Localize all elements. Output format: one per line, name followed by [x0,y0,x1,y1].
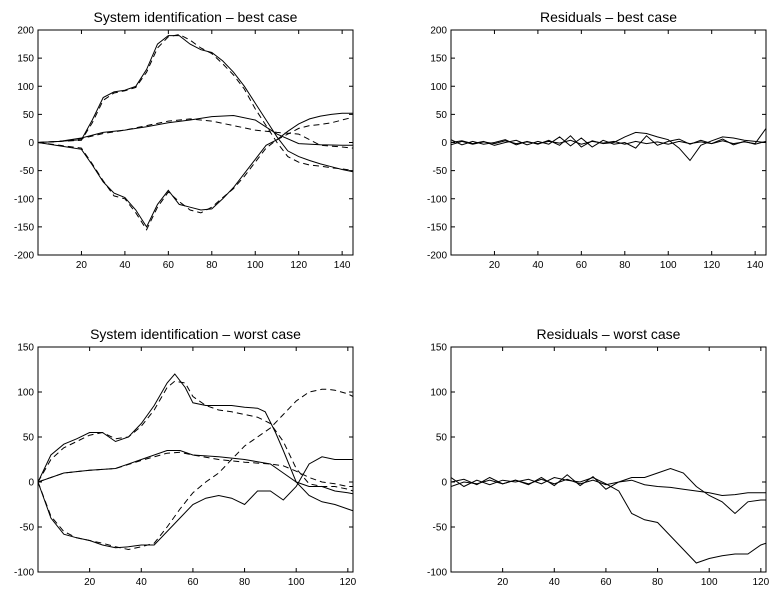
x-tick-label: 40 [136,577,148,588]
y-tick-label: -50 [433,166,448,177]
y-tick-label: -200 [14,251,34,262]
x-tick-label: 40 [549,577,561,588]
x-tick-label: 40 [532,260,544,271]
y-tick-label: 0 [28,478,34,489]
y-tick-label: 150 [17,343,34,354]
chart-system-identification-worst-case: System identification – worst case 20 40 60… [14,326,357,588]
x-tick-label: 20 [84,577,96,588]
y-tick-label: -100 [427,194,447,205]
y-tick-label: -100 [14,568,34,579]
series-line-4 [38,112,353,228]
x-tick-label: 120 [290,260,307,271]
series-line-0 [451,476,766,564]
y-tick-label: -50 [20,166,35,177]
series-line-5 [38,388,353,551]
x-tick-label: 40 [119,260,131,271]
y-tick-label: 0 [441,138,447,149]
series-line-0 [451,131,766,162]
chart-residuals-worst-case: Residuals – worst case 20 40 60 80 100 120 -100… [427,326,770,588]
y-tick-label: 150 [430,343,447,354]
x-tick-label: 60 [600,577,612,588]
y-tick-label: 100 [17,388,34,399]
plot-frame [450,346,767,573]
chart-residuals-best-case: Residuals – best case 20 40 60 80 100 120 140 -2… [427,9,767,271]
series-line-0 [38,373,353,512]
y-tick-label: 50 [23,433,35,444]
series-line-0 [38,35,353,173]
y-tick-label: -100 [427,568,447,579]
x-tick-label: 120 [752,577,769,588]
y-tick-label: 100 [17,82,34,93]
plot-frame [37,29,354,256]
y-tick-label: -150 [427,222,447,233]
x-tick-label: 20 [76,260,88,271]
y-tick-label: 100 [430,388,447,399]
series-line-3 [38,451,353,487]
x-tick-label: 20 [489,260,501,271]
y-tick-label: -150 [14,222,34,233]
x-tick-label: 100 [247,260,264,271]
y-tick-label: 100 [430,82,447,93]
x-tick-label: 80 [239,577,251,588]
x-tick-label: 140 [747,260,764,271]
plot-frame [37,346,354,573]
x-tick-label: 100 [701,577,718,588]
x-tick-label: 60 [187,577,199,588]
series-line-4 [38,456,353,549]
y-tick-label: -50 [433,523,448,534]
series-line-2 [451,478,766,497]
series-line-1 [38,33,353,172]
series-line-3 [38,118,353,149]
x-tick-label: 100 [660,260,677,271]
x-tick-label: 60 [163,260,175,271]
y-tick-label: 200 [17,26,34,37]
x-tick-label: 80 [619,260,631,271]
y-tick-label: -200 [427,251,447,262]
series-line-2 [451,128,766,146]
y-tick-label: 50 [23,110,35,121]
series-line-2 [38,114,353,146]
x-tick-label: 120 [703,260,720,271]
y-tick-label: 0 [28,138,34,149]
x-tick-label: 140 [334,260,351,271]
y-tick-label: -100 [14,194,34,205]
y-tick-label: -50 [20,523,35,534]
series-line-1 [451,467,766,515]
x-tick-label: 80 [652,577,664,588]
series-line-5 [38,116,353,231]
y-tick-label: 150 [430,54,447,65]
x-tick-label: 60 [576,260,588,271]
x-tick-label: 120 [339,577,356,588]
x-tick-label: 20 [497,577,509,588]
x-tick-label: 100 [288,577,305,588]
y-tick-label: 50 [436,110,448,121]
chart-title: Residuals – best case [540,9,677,25]
x-tick-label: 80 [206,260,218,271]
series-line-1 [38,380,353,492]
chart-system-identification-best-case: System identification – best case 20 40 60 8… [14,9,354,271]
series-line-2 [38,450,353,495]
chart-title: System identification – best case [94,9,298,25]
chart-title: Residuals – worst case [537,326,681,342]
chart-title: System identification – worst case [90,326,301,342]
y-tick-label: 150 [17,54,34,65]
y-tick-label: 0 [441,478,447,489]
y-tick-label: 50 [436,433,448,444]
y-tick-label: 200 [430,26,447,37]
